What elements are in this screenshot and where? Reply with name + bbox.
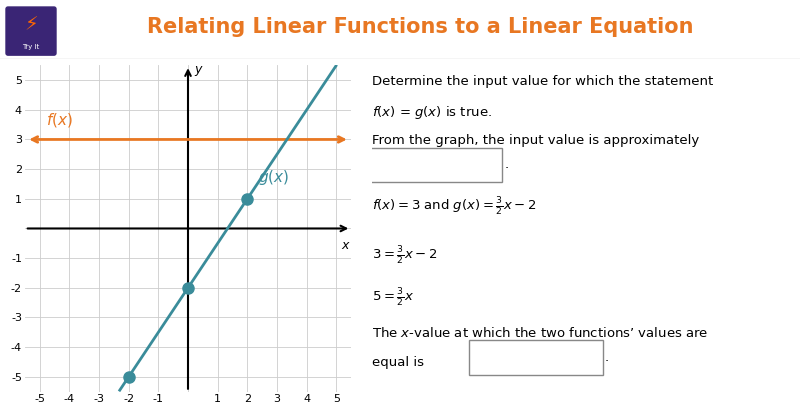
FancyBboxPatch shape [469,340,603,375]
Text: ∨: ∨ [561,353,569,362]
FancyBboxPatch shape [6,7,56,55]
Text: $\mathit{g(x)}$: $\mathit{g(x)}$ [258,168,289,187]
Text: $\mathit{f(x)}$: $\mathit{f(x)}$ [46,111,73,129]
Text: $5 = \frac{3}{2}x$: $5 = \frac{3}{2}x$ [372,287,414,309]
Text: 10/3: 10/3 [500,351,533,364]
Text: From the graph, the input value is approximately: From the graph, the input value is appro… [372,134,699,147]
Text: .: . [504,158,509,171]
Text: $3 = \frac{3}{2}x - 2$: $3 = \frac{3}{2}x - 2$ [372,245,438,267]
Text: $f(x)$ = $g(x)$ is true.: $f(x)$ = $g(x)$ is true. [372,104,492,122]
Text: ⚡: ⚡ [24,16,38,35]
Text: 3.5: 3.5 [399,158,422,171]
Text: Relating Linear Functions to a Linear Equation: Relating Linear Functions to a Linear Eq… [146,17,694,37]
Text: x: x [342,239,349,252]
Text: ✓: ✓ [379,158,390,171]
FancyBboxPatch shape [368,148,502,182]
Text: equal is: equal is [372,356,424,369]
Text: y: y [194,63,202,76]
Text: ∨: ∨ [452,160,460,170]
Text: $f(x) = 3$ and $g(x) = \frac{3}{2}x - 2$: $f(x) = 3$ and $g(x) = \frac{3}{2}x - 2$ [372,196,537,218]
Text: Try It: Try It [22,44,40,50]
Text: Determine the input value for which the statement: Determine the input value for which the … [372,75,714,88]
Text: .: . [605,351,610,364]
Text: The $x$-value at which the two functions’ values are: The $x$-value at which the two functions… [372,326,708,340]
Text: ✓: ✓ [480,351,491,364]
